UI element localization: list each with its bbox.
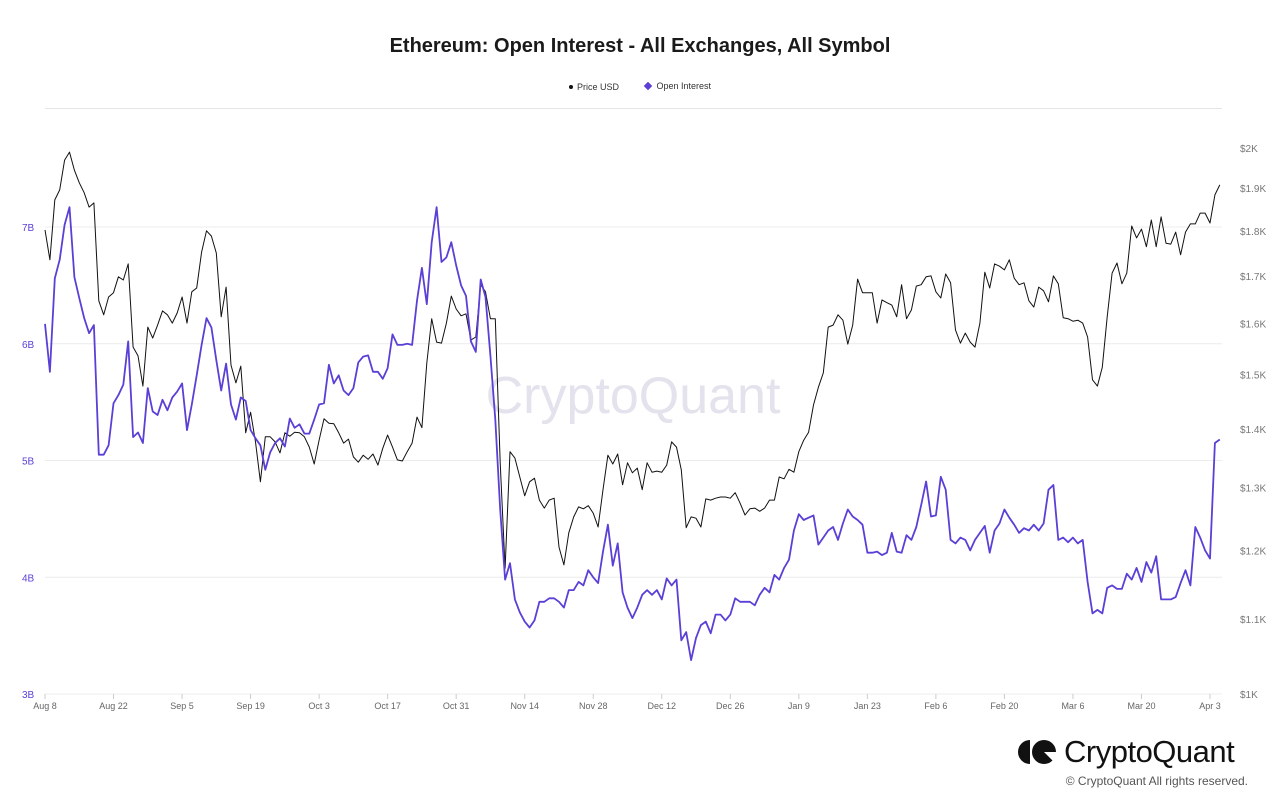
left-tick-label: 5B — [22, 457, 35, 468]
chart-title: Ethereum: Open Interest - All Exchanges,… — [389, 35, 891, 57]
right-tick-label: $1.7K — [1240, 272, 1266, 283]
right-tick-label: $1.6K — [1240, 320, 1266, 331]
right-tick-label: $1K — [1240, 690, 1258, 701]
x-tick-label: Aug 8 — [33, 701, 57, 711]
gridlines — [45, 226, 1222, 695]
open-interest-line — [44, 206, 1221, 661]
x-tick-label: Mar 6 — [1061, 701, 1084, 711]
legend: Price USD Open Interest — [0, 81, 1280, 92]
left-tick-label: 3B — [22, 690, 35, 701]
legend-item-price[interactable]: Price USD — [568, 82, 619, 92]
cryptoquant-logo-icon — [1018, 740, 1056, 764]
x-tick-label: Apr 3 — [1199, 701, 1221, 711]
legend-item-open-interest[interactable]: Open Interest — [644, 81, 712, 91]
x-tick-label: Nov 14 — [510, 701, 539, 711]
left-tick-label: 7B — [22, 223, 35, 234]
x-axis: Aug 8 Aug 22 Sep 5 Sep 19 Oct 3 Oct 17 Oct 31 N… — [33, 694, 1221, 711]
right-tick-label: $1.4K — [1240, 425, 1266, 436]
copyright-text: © CryptoQuant All rights reserved. — [1065, 774, 1248, 788]
legend-label-price: Price USD — [576, 82, 619, 92]
left-tick-label: 6B — [22, 340, 35, 351]
right-tick-label: $1.5K — [1240, 370, 1266, 381]
left-tick-label: 4B — [22, 573, 35, 584]
x-tick-label: Mar 20 — [1127, 701, 1155, 711]
left-axis: 3B 4B 5B 6B 7B — [22, 223, 35, 701]
brand-logo: CryptoQuant — [1018, 734, 1235, 770]
x-tick-label: Dec 26 — [716, 701, 745, 711]
series-lines — [44, 151, 1221, 661]
x-tick-label: Feb 6 — [924, 701, 947, 711]
x-tick-label: Sep 19 — [236, 701, 265, 711]
price-line — [44, 151, 1221, 569]
x-tick-label: Dec 12 — [648, 701, 677, 711]
right-axis: $1K $1.1K $1.2K $1.3K $1.4K $1.5K $1.6K $1.7K $1… — [1240, 144, 1266, 701]
dot-marker-icon — [568, 85, 573, 89]
x-tick-label: Aug 22 — [99, 701, 128, 711]
brand-name: CryptoQuant — [1064, 734, 1235, 769]
x-tick-label: Oct 31 — [443, 701, 470, 711]
legend-divider — [45, 108, 1222, 109]
x-tick-label: Nov 28 — [579, 701, 608, 711]
x-tick-label: Oct 17 — [374, 701, 401, 711]
x-tick-label: Jan 9 — [788, 701, 810, 711]
right-tick-label: $1.2K — [1240, 546, 1266, 557]
right-tick-label: $1.8K — [1240, 227, 1266, 238]
legend-label-open-interest: Open Interest — [656, 81, 712, 91]
x-tick-label: Jan 23 — [854, 701, 881, 711]
x-tick-label: Sep 5 — [170, 701, 194, 711]
watermark: CryptoQuant — [486, 367, 781, 425]
right-tick-label: $1.9K — [1240, 184, 1266, 195]
right-tick-label: $2K — [1240, 144, 1258, 155]
x-tick-label: Feb 20 — [990, 701, 1018, 711]
x-tick-label: Oct 3 — [308, 701, 330, 711]
right-tick-label: $1.1K — [1240, 615, 1266, 626]
right-tick-label: $1.3K — [1240, 483, 1266, 494]
